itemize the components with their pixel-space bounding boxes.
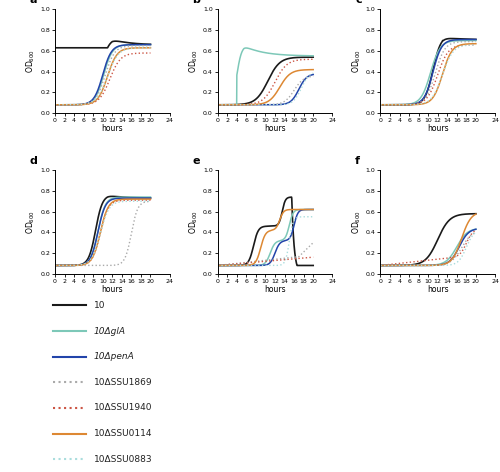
- Y-axis label: OD$_{600}$: OD$_{600}$: [350, 210, 363, 234]
- Text: d: d: [30, 156, 38, 166]
- X-axis label: hours: hours: [264, 285, 286, 294]
- Text: b: b: [192, 0, 200, 5]
- Y-axis label: OD$_{600}$: OD$_{600}$: [25, 210, 38, 234]
- X-axis label: hours: hours: [427, 124, 448, 134]
- Text: 10ΔSSU0883: 10ΔSSU0883: [94, 455, 152, 464]
- X-axis label: hours: hours: [264, 124, 286, 134]
- Text: c: c: [355, 0, 362, 5]
- Text: 10ΔSSU1869: 10ΔSSU1869: [94, 378, 152, 387]
- Text: 10ΔSSU1940: 10ΔSSU1940: [94, 404, 152, 413]
- Text: f: f: [355, 156, 360, 166]
- Text: e: e: [192, 156, 200, 166]
- Y-axis label: OD$_{600}$: OD$_{600}$: [350, 50, 363, 73]
- Y-axis label: OD$_{600}$: OD$_{600}$: [25, 50, 38, 73]
- Text: 10ΔSSU0114: 10ΔSSU0114: [94, 429, 152, 438]
- Y-axis label: OD$_{600}$: OD$_{600}$: [188, 50, 200, 73]
- X-axis label: hours: hours: [102, 285, 123, 294]
- Text: 10: 10: [94, 301, 106, 310]
- X-axis label: hours: hours: [102, 124, 123, 134]
- Text: 10ΔglA: 10ΔglA: [94, 327, 126, 336]
- Text: a: a: [30, 0, 38, 5]
- Text: 10ΔpenA: 10ΔpenA: [94, 352, 135, 361]
- X-axis label: hours: hours: [427, 285, 448, 294]
- Y-axis label: OD$_{600}$: OD$_{600}$: [188, 210, 200, 234]
